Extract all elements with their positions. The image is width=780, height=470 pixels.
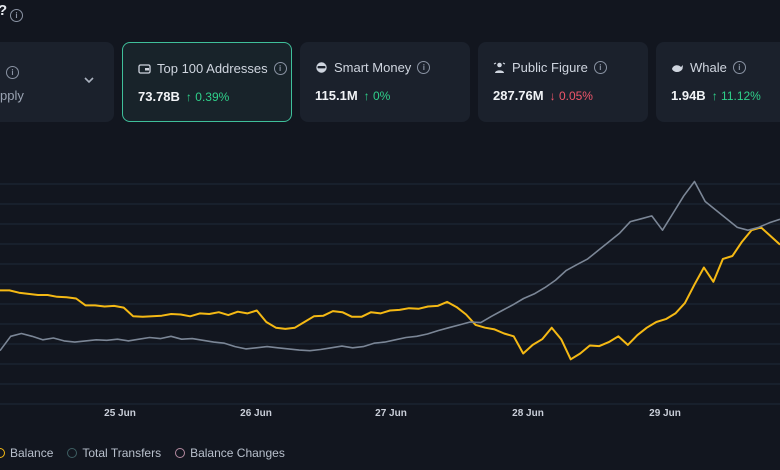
smart-money-icon	[316, 62, 327, 73]
page-title-fragment: ?	[0, 2, 7, 19]
legend-marker	[67, 448, 78, 458]
card-value: 287.76M	[493, 88, 544, 103]
legend-item-balance[interactable]: Balance	[0, 446, 53, 460]
card-top-100-addresses[interactable]: Top 100 Addresses i 73.78B ↑ 0.39%	[122, 42, 292, 122]
info-icon[interactable]: i	[6, 66, 19, 79]
card-value: 73.78B	[138, 89, 180, 104]
change-indicator: ↑ 0.39%	[185, 90, 230, 104]
change-indicator: ↓ 0.05%	[549, 89, 593, 103]
card-public-figure[interactable]: Public Figure i 287.76M ↓ 0.05%	[478, 42, 648, 122]
public-figure-icon	[493, 62, 506, 73]
chevron-down-icon[interactable]	[84, 76, 94, 84]
info-icon[interactable]: i	[417, 61, 431, 74]
card-smart-money[interactable]: Smart Money i 115.1M ↑ 0%	[300, 42, 470, 122]
change-value: 0.39%	[195, 90, 230, 104]
supply-card[interactable]	[0, 42, 114, 122]
wallet-icon	[138, 64, 151, 74]
series-line-balance	[0, 226, 780, 361]
balance-line-chart[interactable]: 25 Jun 26 Jun 27 Jun 28 Jun 29 Jun	[0, 150, 780, 430]
card-label: Whale	[690, 60, 727, 75]
info-icon[interactable]: i	[593, 61, 607, 74]
card-whale[interactable]: Whale i 1.94B ↑ 11.12%	[656, 42, 780, 122]
change-value: 0.05%	[558, 89, 593, 103]
supply-card-label: pply	[0, 88, 24, 103]
card-label: Public Figure	[512, 60, 588, 75]
card-label: Top 100 Addresses	[157, 61, 268, 76]
x-tick-label: 26 Jun	[240, 408, 272, 419]
card-value: 1.94B	[671, 88, 706, 103]
legend-label: Balance	[10, 446, 54, 460]
legend-marker	[0, 448, 5, 458]
change-indicator: ↑ 0%	[363, 89, 391, 103]
x-tick-label: 27 Jun	[375, 408, 407, 419]
change-indicator: ↑ 11.12%	[711, 89, 761, 103]
info-icon[interactable]: i	[732, 61, 746, 74]
info-icon[interactable]: i	[10, 9, 23, 22]
x-tick-label: 29 Jun	[649, 408, 681, 419]
card-value: 115.1M	[315, 88, 358, 103]
legend-label: Balance Changes	[190, 446, 285, 460]
info-icon[interactable]: i	[273, 62, 287, 75]
card-label: Smart Money	[334, 60, 412, 75]
series-line-total-transfers	[0, 180, 780, 352]
legend-item-total-transfers[interactable]: Total Transfers	[67, 446, 161, 460]
legend-item-balance-changes[interactable]: Balance Changes	[175, 446, 285, 460]
x-tick-label: 25 Jun	[104, 408, 136, 419]
change-value: 0%	[373, 89, 391, 103]
legend-marker	[175, 448, 186, 458]
chart-legend: Balance Total Transfers Balance Changes	[0, 446, 285, 460]
whale-icon	[672, 65, 683, 72]
legend-label: Total Transfers	[82, 446, 162, 460]
change-value: 11.12%	[721, 89, 761, 103]
x-tick-label: 28 Jun	[512, 408, 544, 419]
